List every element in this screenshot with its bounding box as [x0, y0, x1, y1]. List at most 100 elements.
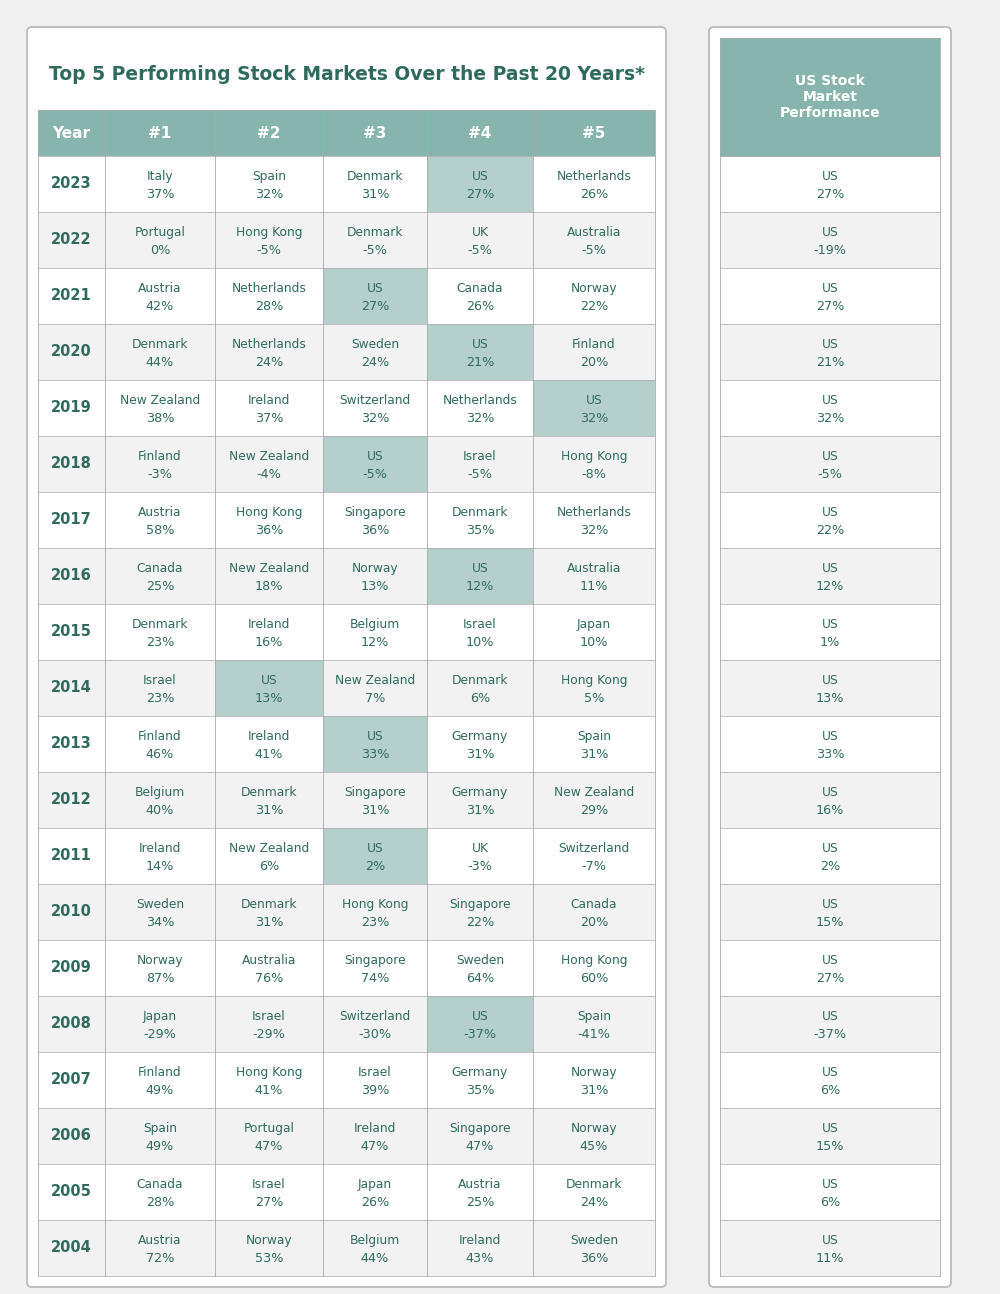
Text: Canada: Canada	[457, 282, 503, 295]
Text: 28%: 28%	[146, 1196, 174, 1209]
Text: New Zealand: New Zealand	[229, 841, 309, 854]
Text: 60%: 60%	[580, 972, 608, 985]
Text: Austria: Austria	[138, 506, 182, 519]
Bar	[720, 716, 940, 773]
Text: Sweden: Sweden	[351, 338, 399, 351]
Bar	[720, 884, 940, 939]
Text: Israel: Israel	[143, 674, 177, 687]
Text: 23%: 23%	[146, 691, 174, 704]
Text: 2022: 2022	[51, 233, 92, 247]
Text: Japan: Japan	[143, 1009, 177, 1022]
Text: Norway: Norway	[571, 1122, 617, 1135]
Text: 44%: 44%	[146, 356, 174, 369]
Text: Japan: Japan	[358, 1178, 392, 1190]
Bar	[720, 324, 940, 380]
Text: US: US	[822, 449, 838, 463]
Text: 31%: 31%	[580, 1083, 608, 1096]
Text: Ireland: Ireland	[248, 393, 290, 406]
Text: 32%: 32%	[361, 411, 389, 424]
Text: 43%: 43%	[466, 1251, 494, 1264]
Bar	[720, 547, 940, 604]
Text: 20%: 20%	[580, 916, 608, 929]
Text: US: US	[822, 225, 838, 238]
Bar	[720, 268, 940, 324]
Text: 33%: 33%	[361, 748, 389, 761]
Text: 22%: 22%	[466, 916, 494, 929]
Text: US: US	[822, 562, 838, 575]
Text: New Zealand: New Zealand	[229, 562, 309, 575]
Text: Austria: Austria	[138, 282, 182, 295]
Bar	[427, 547, 533, 604]
Text: 31%: 31%	[255, 916, 283, 929]
Bar	[720, 1220, 940, 1276]
Text: 2014: 2014	[51, 681, 92, 695]
Text: Sweden: Sweden	[136, 898, 184, 911]
Text: -5%: -5%	[468, 243, 492, 256]
Text: 2023: 2023	[51, 176, 92, 192]
Text: -37%: -37%	[463, 1027, 497, 1040]
Bar	[323, 436, 427, 492]
Text: 42%: 42%	[146, 300, 174, 313]
Text: 6%: 6%	[259, 859, 279, 872]
Bar	[720, 212, 940, 268]
Bar	[38, 268, 655, 324]
Text: 32%: 32%	[580, 524, 608, 537]
Text: Sweden: Sweden	[456, 954, 504, 967]
Text: -5%: -5%	[582, 243, 606, 256]
Text: Belgium: Belgium	[350, 617, 400, 630]
Text: Portugal: Portugal	[244, 1122, 294, 1135]
Text: Italy: Italy	[147, 170, 173, 182]
Text: Australia: Australia	[567, 225, 621, 238]
Text: 2011: 2011	[51, 849, 92, 863]
Text: -3%: -3%	[468, 859, 492, 872]
Text: 58%: 58%	[146, 524, 174, 537]
Text: Hong Kong: Hong Kong	[342, 898, 408, 911]
Text: 41%: 41%	[255, 748, 283, 761]
Text: 23%: 23%	[361, 916, 389, 929]
Text: 2005: 2005	[51, 1184, 92, 1200]
Text: New Zealand: New Zealand	[554, 785, 634, 798]
Text: 31%: 31%	[466, 804, 494, 817]
Text: Norway: Norway	[571, 282, 617, 295]
Text: 2018: 2018	[51, 457, 92, 471]
Text: 53%: 53%	[255, 1251, 283, 1264]
Text: 27%: 27%	[466, 188, 494, 201]
Text: Top 5 Performing Stock Markets Over the Past 20 Years*: Top 5 Performing Stock Markets Over the …	[49, 65, 644, 84]
Bar	[533, 380, 655, 436]
Text: Denmark: Denmark	[566, 1178, 622, 1190]
Text: US: US	[822, 674, 838, 687]
Text: 64%: 64%	[466, 972, 494, 985]
Text: US: US	[472, 170, 488, 182]
Text: 39%: 39%	[361, 1083, 389, 1096]
Text: 14%: 14%	[146, 859, 174, 872]
Text: US: US	[367, 282, 383, 295]
Text: US: US	[822, 1178, 838, 1190]
Text: 36%: 36%	[255, 524, 283, 537]
Text: Denmark: Denmark	[347, 170, 403, 182]
Bar	[720, 492, 940, 547]
Bar	[38, 1220, 655, 1276]
Text: 10%: 10%	[580, 635, 608, 648]
Text: US Stock
Market
Performance: US Stock Market Performance	[780, 74, 880, 120]
Text: 6%: 6%	[820, 1083, 840, 1096]
Bar	[720, 1108, 940, 1165]
Text: 2021: 2021	[51, 289, 92, 304]
Text: New Zealand: New Zealand	[229, 449, 309, 463]
Bar	[38, 884, 655, 939]
Text: US: US	[472, 562, 488, 575]
Text: US: US	[822, 506, 838, 519]
Bar	[38, 492, 655, 547]
Text: Ireland: Ireland	[139, 841, 181, 854]
Text: Israel: Israel	[252, 1178, 286, 1190]
Text: 40%: 40%	[146, 804, 174, 817]
Text: 31%: 31%	[255, 804, 283, 817]
Text: Denmark: Denmark	[132, 617, 188, 630]
Text: -41%: -41%	[578, 1027, 610, 1040]
Text: 33%: 33%	[816, 748, 844, 761]
Text: 11%: 11%	[816, 1251, 844, 1264]
Bar	[427, 157, 533, 212]
Text: 22%: 22%	[580, 300, 608, 313]
Text: Netherlands: Netherlands	[557, 170, 631, 182]
Text: 6%: 6%	[470, 691, 490, 704]
Text: US: US	[822, 1066, 838, 1079]
